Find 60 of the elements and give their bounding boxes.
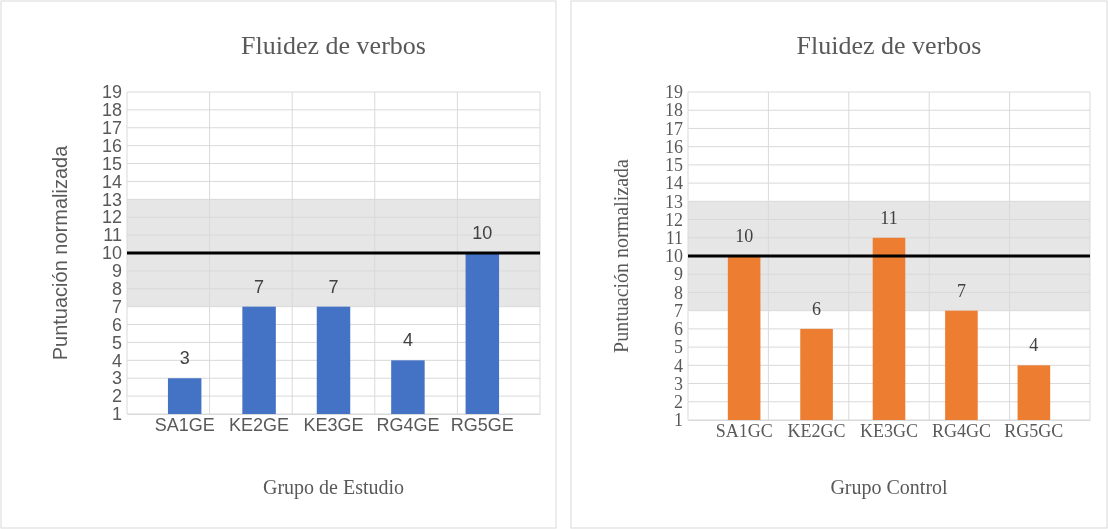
data-label: 6 <box>812 298 822 319</box>
y-tick-label: 11 <box>103 225 122 246</box>
y-tick-label: 5 <box>674 337 683 358</box>
data-label: 11 <box>880 207 898 228</box>
y-tick-label: 15 <box>101 153 122 174</box>
y-tick-label: 17 <box>665 118 683 139</box>
y-tick-label: 6 <box>674 319 683 340</box>
y-tick-label: 18 <box>101 100 122 121</box>
y-tick-label: 6 <box>111 314 122 335</box>
chart-title: Fluidez de verbos <box>241 31 426 60</box>
x-tick-label: RG4GE <box>376 415 440 435</box>
data-label: 7 <box>328 276 339 297</box>
x-axis-title: Grupo Control <box>830 476 949 499</box>
y-tick-label: 14 <box>665 173 683 194</box>
y-tick-label: 2 <box>674 392 683 413</box>
y-tick-label: 13 <box>101 189 122 210</box>
y-tick-label: 18 <box>665 100 683 121</box>
y-tick-label: 4 <box>111 350 122 371</box>
chart-title: Fluidez de verbos <box>796 31 982 60</box>
y-tick-label: 3 <box>674 373 683 394</box>
y-tick-label: 5 <box>111 332 122 353</box>
x-tick-label: SA1GE <box>154 415 215 435</box>
y-axis-title: Puntuación normalizada <box>49 144 71 361</box>
x-tick-label: SA1GC <box>715 421 773 441</box>
y-tick-label: 9 <box>674 264 683 285</box>
y-tick-label: 4 <box>674 355 683 376</box>
data-label: 3 <box>179 348 190 369</box>
data-label: 4 <box>1029 335 1039 356</box>
x-tick-label: KE3GE <box>303 415 364 435</box>
y-tick-label: 1 <box>674 410 683 431</box>
y-tick-label: 12 <box>665 209 683 230</box>
data-label: 4 <box>402 330 413 351</box>
data-label: 10 <box>735 226 754 246</box>
x-tick-label: RG4GC <box>931 421 991 441</box>
y-tick-label: 14 <box>101 171 122 192</box>
data-label: 7 <box>956 280 966 301</box>
y-tick-label: 15 <box>665 155 683 176</box>
y-tick-label: 13 <box>665 191 683 212</box>
y-tick-label: 19 <box>665 82 683 103</box>
data-label: 7 <box>254 276 265 297</box>
y-tick-label: 7 <box>674 300 683 321</box>
y-tick-label: 16 <box>665 136 683 157</box>
x-tick-label: KE2GE <box>229 415 290 435</box>
y-tick-label: 8 <box>674 282 683 303</box>
x-axis-title: Grupo de Estudio <box>262 476 405 499</box>
y-tick-label: 10 <box>665 246 683 267</box>
x-tick-label: RG5GC <box>1004 421 1064 441</box>
x-tick-label: KE2GC <box>787 421 846 441</box>
y-tick-label: 3 <box>111 368 122 389</box>
y-tick-label: 19 <box>101 82 122 103</box>
y-tick-label: 11 <box>665 228 683 249</box>
y-tick-label: 9 <box>111 261 122 282</box>
y-axis-title: Puntuación normalizada <box>610 158 632 353</box>
x-tick-label: RG5GE <box>450 415 514 435</box>
y-tick-label: 2 <box>111 386 122 407</box>
y-tick-label: 1 <box>111 404 122 425</box>
y-tick-label: 10 <box>101 243 122 264</box>
x-tick-label: KE3GC <box>860 421 918 441</box>
y-tick-label: 12 <box>101 207 122 228</box>
data-label: 10 <box>472 223 493 243</box>
